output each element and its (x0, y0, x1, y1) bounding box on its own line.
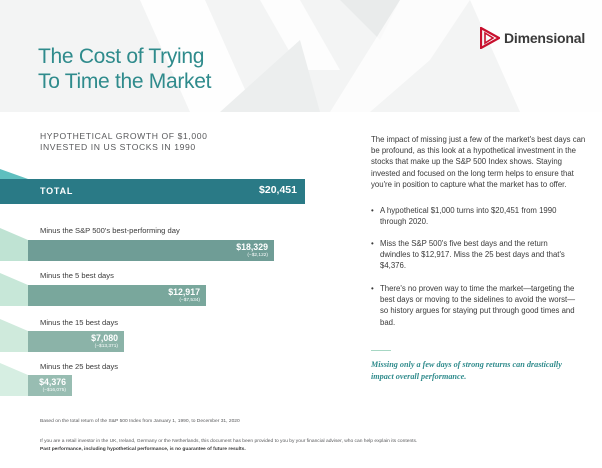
bar-value: $18,329 (236, 242, 268, 252)
row-wedge (0, 363, 28, 396)
total-label: TOTAL (40, 186, 74, 196)
bullet-text: Miss the S&P 500's five best days and th… (380, 239, 565, 271)
total-bar: TOTAL $20,451 (0, 179, 305, 204)
bullet-marker: • (371, 284, 374, 293)
bar-25-best-days: $4,376 (−$16,075) (28, 375, 72, 396)
bar-best-day: $18,329 (−$2,122) (28, 240, 274, 261)
page-title-line-1: The Cost of Trying (38, 45, 205, 68)
chart-subheading: HYPOTHETICAL GROWTH OF $1,000 INVESTED I… (40, 131, 208, 153)
logo-wordmark: Dimensional (504, 30, 586, 46)
row-wedge (0, 273, 28, 306)
bar-difference: (−$2,122) (247, 253, 268, 258)
bar-difference: (−$13,371) (94, 344, 118, 349)
page-title-line-2: To Time the Market (38, 70, 212, 93)
row-label: Minus the 5 best days (40, 271, 114, 280)
total-value: $20,451 (259, 184, 297, 196)
bar-value: $7,080 (91, 333, 118, 343)
row-wedge (0, 228, 28, 261)
past-performance-note: Past performance, including hypothetical… (40, 447, 246, 452)
bullet-text: There's no proven way to time the market… (380, 284, 576, 327)
row-label: Minus the S&P 500's best-performing day (40, 226, 180, 235)
row-wedge (0, 319, 28, 352)
dimensional-logo-icon (480, 27, 500, 49)
chart-subheading-line-2: INVESTED IN US STOCKS IN 1990 (40, 142, 196, 152)
bar-value: $12,917 (168, 287, 200, 297)
bar-5-best-days: $12,917 (−$7,534) (28, 285, 206, 306)
callout-divider (371, 350, 391, 351)
chart-subheading-line-1: HYPOTHETICAL GROWTH OF $1,000 (40, 131, 208, 141)
bar-difference: (−$16,075) (42, 388, 66, 393)
bar-value: $4,376 (39, 377, 66, 387)
intro-paragraph: The impact of missing just a few of the … (371, 135, 586, 189)
bar-15-best-days: $7,080 (−$13,371) (28, 331, 124, 352)
brand-logo: Dimensional (480, 27, 585, 49)
callout-text: Missing only a few days of strong return… (371, 360, 562, 381)
bullet-marker: • (371, 206, 374, 215)
bar-difference: (−$7,534) (179, 298, 200, 303)
disclaimer: If you are a retail investor in the UK, … (40, 439, 418, 444)
page-title: The Cost of Trying To Time the Market (38, 44, 211, 94)
row-label: Minus the 15 best days (40, 318, 119, 327)
bullet-text: A hypothetical $1,000 turns into $20,451… (380, 206, 557, 227)
row-label: Minus the 25 best days (40, 362, 119, 371)
header-background (0, 0, 602, 112)
footnote: Based on the total return of the S&P 500… (40, 419, 240, 424)
bullet-marker: • (371, 239, 374, 248)
